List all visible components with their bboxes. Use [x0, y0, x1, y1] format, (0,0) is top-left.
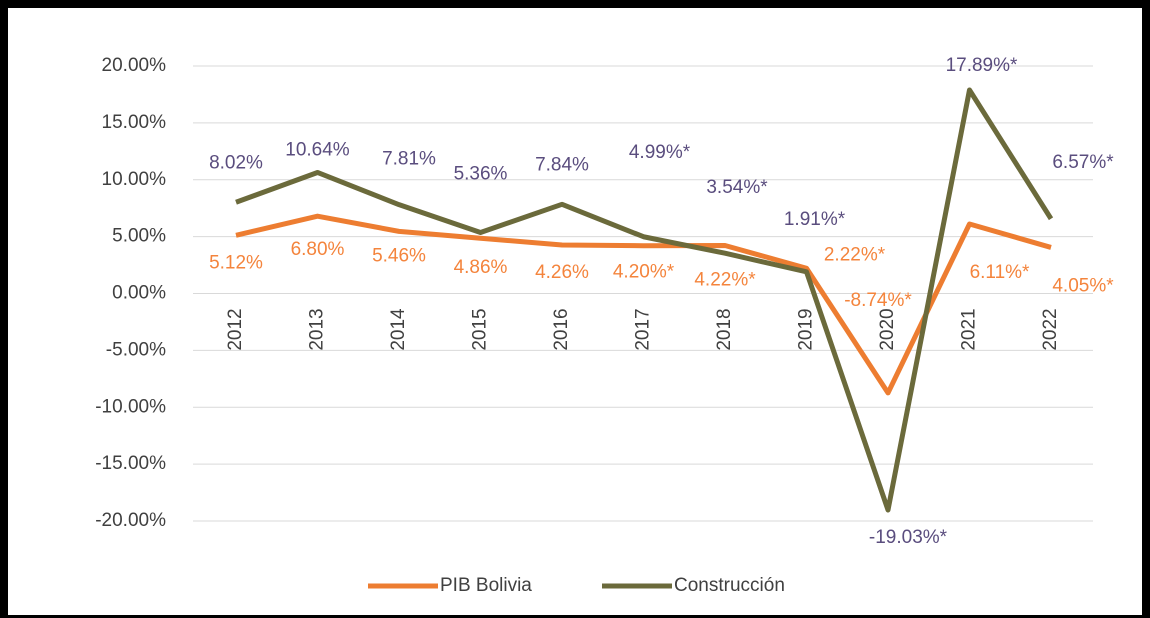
x-tick-label: 2021 — [959, 308, 980, 350]
data-label: 4.26% — [535, 262, 589, 283]
x-tick-label: 2013 — [307, 308, 328, 350]
data-label: 7.81% — [382, 149, 436, 170]
data-label: 2.22%* — [824, 244, 886, 265]
data-label: 4.99%* — [629, 142, 691, 163]
y-tick-label: -15.00% — [95, 453, 166, 474]
legend-label: PIB Bolivia — [440, 575, 532, 596]
data-label: 7.84% — [535, 154, 589, 175]
y-tick-label: 20.00% — [102, 55, 167, 76]
data-label: 10.64% — [285, 139, 350, 160]
y-tick-label: -20.00% — [95, 510, 166, 531]
data-label: 4.86% — [454, 257, 508, 278]
data-label: 4.05%* — [1052, 275, 1114, 296]
y-tick-label: 15.00% — [102, 112, 167, 133]
y-tick-label: -5.00% — [106, 339, 166, 360]
data-label: 17.89%* — [946, 55, 1018, 76]
data-label: 4.22%* — [694, 270, 756, 291]
line — [235, 213, 1052, 396]
y-tick-label: -10.00% — [95, 396, 166, 417]
data-label: 5.36% — [454, 164, 508, 185]
data-label: 3.54%* — [706, 177, 768, 198]
legend-label: Construcción — [674, 575, 785, 596]
data-label: 8.02% — [209, 152, 263, 173]
data-label: -8.74%* — [844, 290, 912, 311]
data-label: 5.12% — [209, 252, 263, 273]
x-tick-label: 2017 — [633, 308, 654, 350]
x-tick-label: 2016 — [551, 308, 572, 350]
data-label: 6.80% — [291, 239, 345, 260]
x-tick-label: 2019 — [796, 308, 817, 350]
data-label: 6.11%* — [970, 262, 1030, 283]
y-tick-label: 0.00% — [112, 283, 166, 304]
data-label: -19.03%* — [869, 527, 948, 548]
data-label: 1.91%* — [784, 209, 846, 230]
x-tick-label: 2015 — [470, 308, 491, 350]
line — [235, 87, 1054, 513]
data-label: 5.46% — [372, 245, 426, 266]
x-tick-label: 2018 — [714, 308, 735, 350]
x-tick-label: 2022 — [1040, 308, 1061, 350]
x-tick-label: 2012 — [225, 308, 246, 350]
x-tick-label: 2014 — [388, 308, 409, 351]
data-label: 6.57%* — [1052, 152, 1114, 173]
x-tick-label: 2020 — [877, 308, 898, 350]
data-label: 4.20%* — [613, 262, 675, 283]
y-tick-label: 10.00% — [102, 169, 167, 190]
y-tick-label: 5.00% — [112, 226, 166, 247]
